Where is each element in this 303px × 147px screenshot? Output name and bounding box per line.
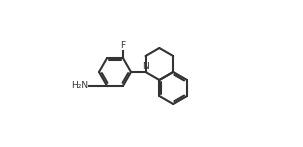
Text: F: F [120,41,125,50]
Text: H₂N: H₂N [72,81,88,90]
Text: N: N [142,62,149,71]
